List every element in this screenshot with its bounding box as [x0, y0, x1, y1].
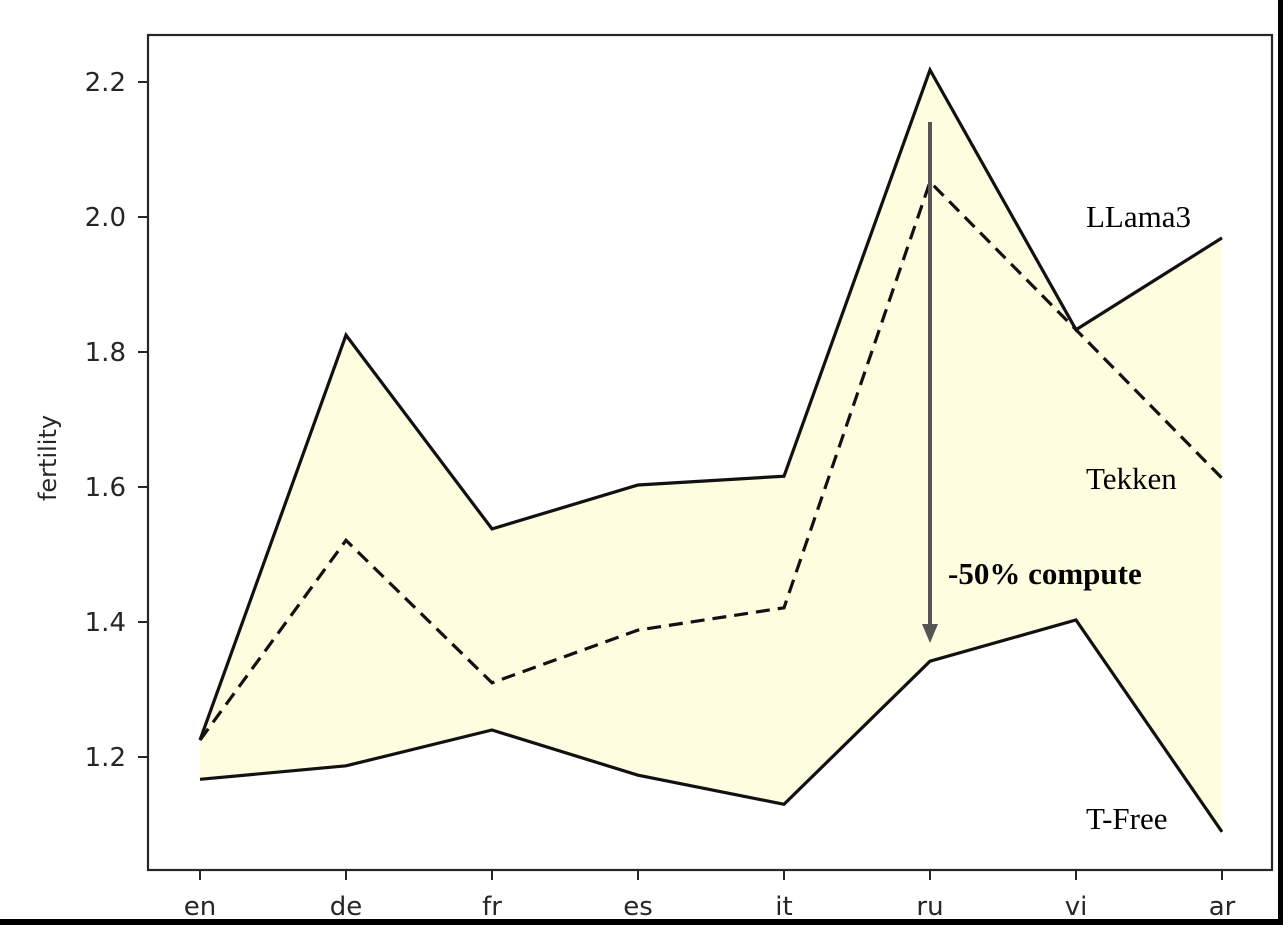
y-tick-label: 1.8 — [85, 338, 126, 368]
series-line-tekken — [198, 178, 1224, 742]
compute-annotation: -50% compute — [948, 556, 1142, 591]
x-tick-label: ar — [1209, 892, 1236, 922]
series-label-llama3: LLama3 — [1086, 199, 1191, 234]
y-axis: 1.2 1.4 1.6 1.8 2.0 2.2 — [85, 68, 148, 773]
fill-between-area — [200, 69, 1222, 832]
compute-arrow-icon — [922, 122, 938, 643]
x-tick-label: es — [623, 892, 653, 922]
y-tick-label: 1.4 — [85, 608, 126, 638]
x-tick-label: ru — [916, 892, 943, 922]
x-tick-label: en — [184, 892, 216, 922]
series-label-tekken: Tekken — [1086, 461, 1177, 496]
y-tick-label: 2.2 — [85, 68, 126, 98]
x-tick-label: fr — [482, 892, 502, 922]
x-axis: en de fr es it ru vi ar — [184, 870, 1236, 922]
y-axis-label: fertility — [34, 415, 62, 501]
series-label-tfree: T-Free — [1086, 801, 1168, 836]
x-tick-label: de — [330, 892, 363, 922]
y-tick-label: 1.6 — [85, 473, 126, 503]
x-tick-label: it — [775, 892, 792, 922]
series-line-llama3 — [198, 66, 1223, 741]
plot-frame — [146, 33, 1274, 872]
x-tick-label: vi — [1065, 892, 1088, 922]
right-border — [1278, 0, 1283, 925]
y-tick-label: 1.2 — [85, 743, 126, 773]
y-tick-label: 2.0 — [85, 203, 126, 233]
bottom-border — [0, 919, 1283, 925]
series-line-tfree — [199, 618, 1224, 833]
